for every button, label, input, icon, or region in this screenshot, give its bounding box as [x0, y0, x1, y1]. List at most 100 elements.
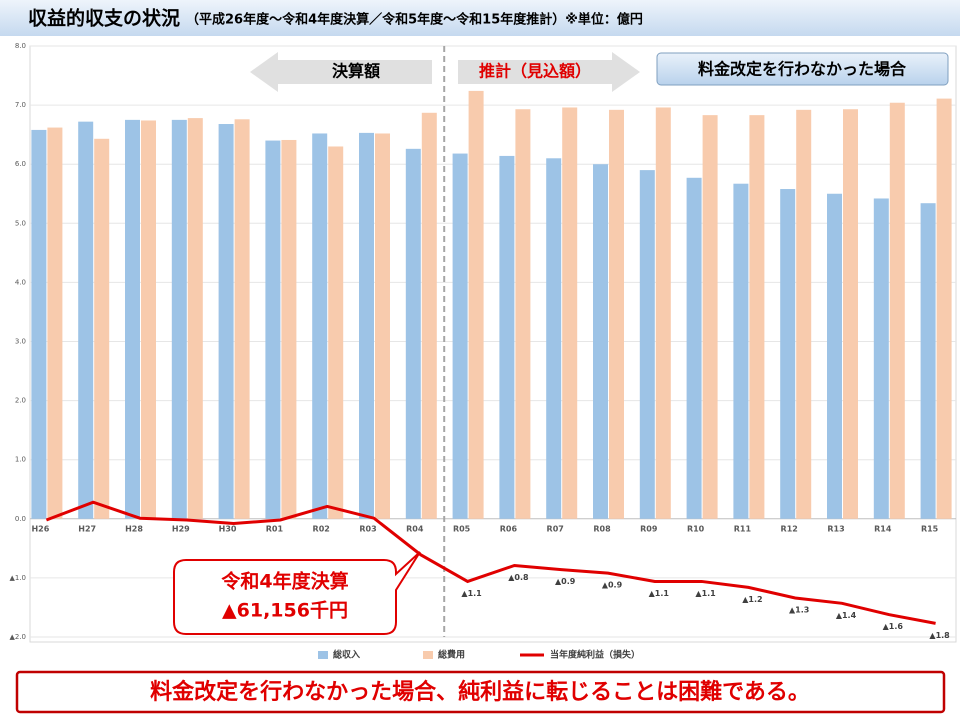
y-tick-label: 3.0 [15, 338, 26, 346]
conclusion: 料金改定を行わなかった場合、純利益に転じることは困難である。 [150, 679, 810, 705]
y-tick-label: 8.0 [15, 42, 26, 50]
bar [141, 120, 156, 519]
y-tick-label: ▲2.0 [9, 633, 26, 641]
line-series [45, 500, 936, 625]
bar [515, 109, 531, 519]
data-label: ▲0.9 [555, 577, 576, 586]
data-label: ▲1.4 [836, 611, 857, 620]
bar [94, 138, 110, 519]
x-tick-label: R07 [547, 524, 564, 533]
data-label: ▲0.8 [508, 573, 529, 582]
data-label: ▲1.1 [695, 589, 716, 598]
y-tick-label: 4.0 [15, 278, 26, 286]
x-tick-label: H27 [78, 524, 96, 533]
data-label: ▲1.1 [461, 589, 482, 598]
arrow-left [250, 52, 432, 92]
scenario-box [656, 52, 949, 86]
bar [873, 198, 889, 519]
bar [218, 124, 234, 519]
actual-label: 決算額 [332, 62, 380, 81]
x-tick-label: R02 [313, 524, 330, 533]
bar [702, 115, 718, 519]
x-tick-label: R04 [406, 524, 424, 533]
bar [281, 139, 297, 519]
bar [171, 119, 187, 519]
y-tick-label: 7.0 [15, 101, 26, 109]
y-tick-label: 2.0 [15, 397, 26, 405]
x-tick-label: R03 [359, 524, 376, 533]
x-tick-label: R13 [827, 524, 844, 533]
bar [375, 133, 390, 519]
y-tick-label: 5.0 [15, 219, 26, 227]
bar [749, 115, 765, 519]
data-label: ▲1.1 [649, 589, 670, 598]
y-tick-label: 1.0 [15, 456, 26, 464]
bar [546, 158, 562, 519]
bar [609, 109, 624, 519]
bar [562, 107, 578, 519]
bar [452, 153, 468, 519]
title-bar [0, 0, 960, 36]
data-label: ▲1.8 [929, 631, 950, 640]
data-label: ▲0.9 [602, 581, 623, 590]
forecast-label: 推計（見込額） [479, 62, 591, 81]
y-tick-label: ▲1.0 [9, 574, 26, 582]
x-tick-label: R14 [874, 524, 892, 533]
x-tick-label: R10 [687, 524, 705, 533]
data-label: ▲1.3 [789, 605, 809, 614]
bar [468, 90, 484, 519]
bar [328, 146, 344, 519]
bar [686, 177, 702, 519]
legend-label: 総収入 [333, 649, 360, 661]
bar [265, 140, 281, 519]
x-tick-label: R09 [640, 524, 658, 533]
x-tick-label: R12 [781, 524, 798, 533]
bar [125, 119, 140, 519]
bar [47, 127, 63, 519]
y-tick-label: 6.0 [15, 160, 26, 168]
legend-swatch [423, 651, 433, 659]
bar [733, 183, 749, 519]
legend-label: 総費用 [438, 649, 465, 661]
bar [593, 164, 608, 519]
bar [359, 132, 374, 519]
conclusion-box [15, 670, 946, 714]
bar [780, 189, 796, 519]
bar [889, 102, 905, 519]
callout [173, 551, 421, 635]
legend-label: 当年度純利益（損失） [550, 649, 640, 661]
legend-swatch [318, 651, 328, 659]
chart-title: 収益的収支の状況 [28, 7, 180, 30]
x-tick-label: H29 [172, 524, 190, 533]
scenario-label: 料金改定を行わなかった場合 [698, 60, 907, 79]
data-label: ▲1.6 [883, 622, 904, 631]
bar [639, 170, 655, 519]
x-tick-label: R05 [453, 524, 471, 533]
y-tick-label: 0.0 [15, 515, 26, 523]
x-tick-label: R06 [500, 524, 518, 533]
x-tick-label: H30 [219, 524, 237, 533]
x-tick-label: R11 [734, 524, 752, 533]
bar [78, 121, 94, 519]
chart-subtitle: （平成26年度～令和4年度決算／令和5年度～令和15年度推計）※単位：億円 [186, 12, 643, 28]
x-tick-label: H28 [125, 524, 143, 533]
callout-value: ▲61,156千円 [222, 600, 348, 622]
x-tick-label: H26 [31, 524, 49, 533]
bar [31, 129, 47, 519]
bar [421, 112, 437, 519]
bar [499, 155, 515, 519]
x-tick-label: R15 [921, 524, 939, 533]
bar [920, 203, 936, 519]
plot-area [29, 45, 957, 643]
bar [405, 148, 421, 519]
bar [936, 98, 952, 519]
data-label: ▲1.2 [742, 595, 762, 604]
bar [312, 133, 328, 519]
callout-title: 令和4年度決算 [221, 570, 348, 593]
x-tick-label: R01 [266, 524, 284, 533]
bar [655, 107, 671, 519]
bar [827, 193, 842, 519]
bar [187, 118, 203, 519]
bar [796, 109, 812, 519]
